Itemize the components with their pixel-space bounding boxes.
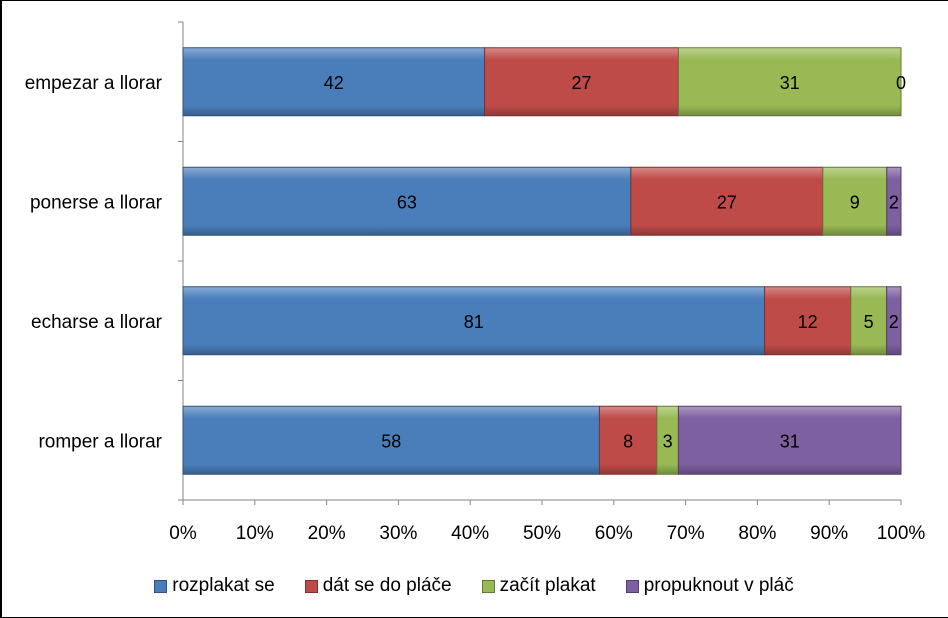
x-tick-label: 100%	[877, 523, 926, 544]
data-label: 42	[324, 73, 344, 93]
bar-segment	[677, 47, 902, 117]
category-label: romper a llorar	[38, 431, 162, 452]
bar-segment	[182, 47, 486, 117]
bar-segment	[886, 166, 902, 236]
x-tick-label: 20%	[308, 523, 346, 544]
data-label: 63	[397, 192, 417, 212]
legend-item-dat-se-do-place: dát se do pláče	[304, 575, 452, 597]
x-tick-label: 50%	[523, 523, 561, 544]
data-label: 58	[381, 431, 401, 451]
legend-item-propuknout-v-plac: propuknout v pláč	[625, 575, 794, 597]
x-tick-label: 60%	[595, 523, 633, 544]
data-label: 2	[889, 192, 899, 212]
category-label: echarse a llorar	[31, 312, 163, 333]
bar-segment	[886, 286, 902, 356]
data-label: 2	[889, 312, 899, 332]
bar-segment	[598, 405, 658, 475]
bar-segment	[182, 405, 600, 475]
legend-label: začít plakat	[499, 575, 596, 596]
bar-segment	[764, 286, 852, 356]
legend-swatch	[154, 579, 168, 593]
data-label: 27	[717, 192, 737, 212]
x-tick-label: 40%	[451, 523, 489, 544]
data-label: 27	[571, 73, 591, 93]
legend-label: dát se do pláče	[322, 575, 452, 596]
data-label: 0	[896, 73, 906, 93]
x-tick-label: 70%	[667, 523, 705, 544]
data-label: 31	[780, 73, 800, 93]
category-label: ponerse a llorar	[30, 192, 163, 213]
bar-segment	[677, 405, 902, 475]
data-label: 12	[798, 312, 818, 332]
legend: rozplakat se dát se do pláče začít plaka…	[0, 572, 948, 600]
data-label: 8	[623, 431, 633, 451]
legend-swatch	[481, 579, 495, 593]
bar-segment	[822, 166, 888, 236]
bar-segment	[182, 166, 632, 236]
bar-segment	[630, 166, 824, 236]
bar-segment	[484, 47, 679, 117]
x-tick-label: 30%	[379, 523, 417, 544]
legend-label: propuknout v pláč	[643, 575, 794, 596]
x-tick-label: 0%	[169, 523, 197, 544]
bar-segment	[182, 286, 766, 356]
x-tick-label: 10%	[236, 523, 274, 544]
data-label: 31	[780, 431, 800, 451]
legend-swatch	[304, 579, 318, 593]
x-tick-label: 90%	[810, 523, 848, 544]
data-label: 81	[464, 312, 484, 332]
legend-swatch	[625, 579, 639, 593]
data-label: 5	[864, 312, 874, 332]
legend-label: rozplakat se	[172, 575, 275, 596]
data-label: 3	[663, 431, 673, 451]
x-tick-label: 80%	[738, 523, 776, 544]
legend-item-rozplakat-se: rozplakat se	[154, 575, 275, 597]
category-label: empezar a llorar	[25, 73, 163, 94]
data-label: 9	[850, 192, 860, 212]
legend-item-zacit-plakat: začít plakat	[481, 575, 596, 597]
